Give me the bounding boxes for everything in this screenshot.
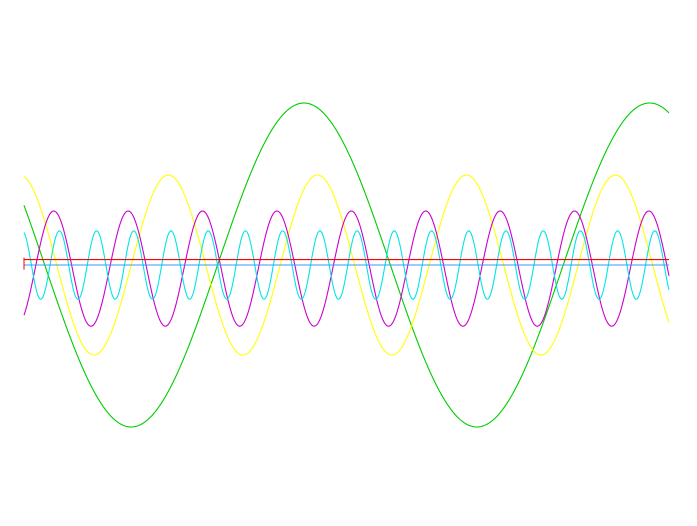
series-line-2 [23, 210, 670, 327]
series-line-3 [23, 230, 670, 300]
series-line-1 [23, 174, 670, 356]
series-line-0 [23, 102, 670, 428]
